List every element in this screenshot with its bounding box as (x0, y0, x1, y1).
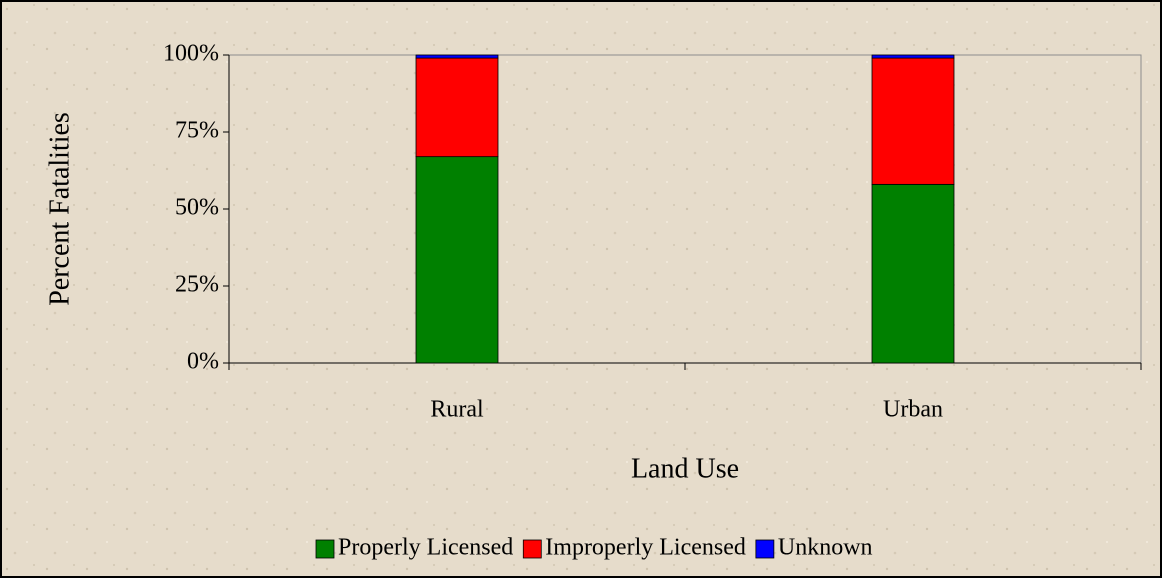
y-tick-label: 25% (175, 272, 219, 298)
bar-segment (871, 54, 955, 59)
legend-swatch (522, 539, 542, 559)
y-tick-label: 0% (187, 349, 219, 375)
y-tick-label: 100% (163, 41, 219, 67)
legend-label: Improperly Licensed (545, 535, 746, 561)
x-axis-title: Land Use (631, 453, 739, 484)
y-tick-label: 50% (175, 195, 219, 221)
x-tick-label: Rural (430, 397, 484, 423)
legend-label: Properly Licensed (338, 535, 513, 561)
bar-segment (871, 183, 955, 364)
legend-swatch (755, 539, 775, 559)
y-axis-title: Percent Fatalities (44, 112, 75, 306)
x-tick-label: Urban (883, 397, 943, 423)
bar-segment (415, 57, 499, 158)
legend-swatch (315, 539, 335, 559)
bar-segment (871, 57, 955, 185)
legend-label: Unknown (778, 535, 873, 561)
bar-segment (415, 156, 499, 364)
bar-segment (415, 54, 499, 59)
y-tick-label: 75% (175, 118, 219, 144)
